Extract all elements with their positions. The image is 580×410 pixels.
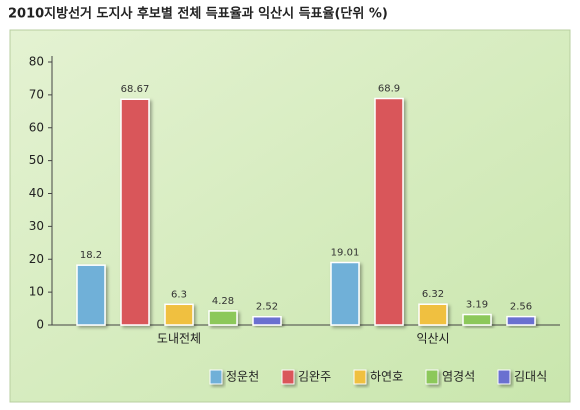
bar xyxy=(418,303,448,326)
legend-label: 하연호 xyxy=(370,370,403,384)
value-label: 3.19 xyxy=(466,300,488,311)
legend-swatch xyxy=(497,369,511,385)
y-tick-label: 50 xyxy=(29,153,44,167)
value-label: 18.2 xyxy=(80,250,102,261)
bar xyxy=(164,303,194,326)
chart-area xyxy=(9,29,571,403)
bar xyxy=(252,315,282,326)
value-label: 2.52 xyxy=(256,302,278,313)
value-label: 19.01 xyxy=(331,248,360,259)
x-tick-label: 도내전체 xyxy=(157,332,201,346)
value-label: 2.56 xyxy=(510,302,532,313)
bar xyxy=(330,261,360,326)
value-label: 4.28 xyxy=(212,296,234,307)
value-label: 68.9 xyxy=(378,83,400,94)
value-label: 6.32 xyxy=(422,289,444,300)
y-tick-label: 40 xyxy=(29,186,44,200)
chart-title: 2010지방선거 도지사 후보별 전체 득표율과 익산시 득표율(단위 %) xyxy=(8,6,388,22)
legend-swatch xyxy=(353,369,367,385)
y-tick-label: 10 xyxy=(29,285,44,299)
legend-swatch xyxy=(425,369,439,385)
legend-label: 김완주 xyxy=(298,370,331,384)
bar xyxy=(76,264,106,326)
y-tick-label: 70 xyxy=(29,87,44,101)
bar xyxy=(208,310,238,326)
y-tick-label: 60 xyxy=(29,120,44,134)
x-tick-label: 익산시 xyxy=(416,332,449,346)
value-label: 6.3 xyxy=(171,289,187,300)
y-tick-label: 0 xyxy=(36,318,44,332)
legend-label: 염경석 xyxy=(442,370,475,384)
bar xyxy=(374,97,404,326)
y-tick-label: 20 xyxy=(29,252,44,266)
value-label: 68.67 xyxy=(121,84,150,95)
legend-label: 김대식 xyxy=(514,370,547,384)
y-tick-label: 80 xyxy=(29,55,44,69)
bar xyxy=(506,315,536,326)
y-tick-label: 30 xyxy=(29,219,44,233)
legend-swatch xyxy=(281,369,295,385)
legend-swatch xyxy=(209,369,223,385)
legend-label: 정운천 xyxy=(226,369,259,384)
bar xyxy=(120,98,150,326)
bar xyxy=(462,313,492,326)
